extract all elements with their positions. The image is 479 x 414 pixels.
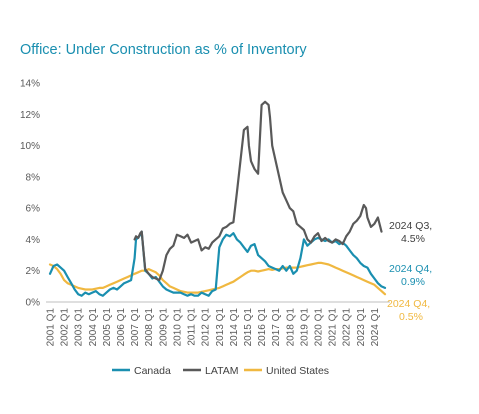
x-tick-label: 2021 Q1 xyxy=(328,308,339,347)
x-tick-label: 2019 Q1 xyxy=(299,308,310,347)
end-label-canada: 2024 Q4, 0.9% xyxy=(389,263,432,288)
x-tick-label: 2017 Q1 xyxy=(271,308,282,347)
x-tick-label: 2008 Q1 xyxy=(144,308,155,347)
x-tick-label: 2005 Q1 xyxy=(102,308,113,347)
x-tick-label: 2014 Q1 xyxy=(229,308,240,347)
y-tick-label: 2% xyxy=(26,266,41,277)
x-tick-label: 2013 Q1 xyxy=(215,308,226,347)
series-line-latam xyxy=(133,100,383,282)
y-tick-label: 8% xyxy=(26,172,41,183)
series-line-united-states xyxy=(48,261,387,296)
end-annotations: 2024 Q3, 4.5% 2024 Q4, 0.9% 2024 Q4, 0.5% xyxy=(387,220,432,323)
x-tick-label: 2020 Q1 xyxy=(314,308,325,347)
legend-label-canada: Canada xyxy=(134,365,171,377)
chart-title: Office: Under Construction as % of Inven… xyxy=(20,42,307,58)
x-tick-label: 2009 Q1 xyxy=(158,308,169,347)
legend: Canada LATAM United States xyxy=(112,365,329,377)
x-tick-label: 2006 Q1 xyxy=(116,308,127,347)
x-tick-label: 2007 Q1 xyxy=(130,308,141,347)
x-tick-label: 2002 Q1 xyxy=(60,308,71,347)
x-tick-label: 2012 Q1 xyxy=(201,308,212,347)
series-lines xyxy=(48,100,387,297)
y-tick-label: 4% xyxy=(26,235,41,246)
end-label-united-states: 2024 Q4, 0.5% xyxy=(387,298,430,323)
y-tick-label: 10% xyxy=(20,141,40,152)
legend-label-latam: LATAM xyxy=(205,365,238,377)
x-tick-label: 2016 Q1 xyxy=(257,308,268,347)
y-tick-label: 12% xyxy=(20,110,40,121)
x-tick-label: 2018 Q1 xyxy=(285,308,296,347)
x-tick-label: 2010 Q1 xyxy=(172,308,183,347)
x-tick-label: 2001 Q1 xyxy=(46,308,57,347)
x-tick-label: 2015 Q1 xyxy=(243,308,254,347)
x-tick-label: 2023 Q1 xyxy=(356,308,367,347)
x-tick-label: 2024 Q1 xyxy=(370,308,381,347)
x-tick-label: 2011 Q1 xyxy=(187,308,198,346)
legend-label-united-states: United States xyxy=(266,365,329,377)
y-tick-label: 6% xyxy=(26,204,41,215)
end-label-latam: 2024 Q3, 4.5% xyxy=(389,220,432,245)
axes: 0% 2% 4% 6% 8% 10% 12% 14% 2001 Q1 2002 Q1 2003 Q1… xyxy=(20,79,390,347)
x-tick-label: 2022 Q1 xyxy=(342,308,353,347)
y-tick-label: 14% xyxy=(20,79,40,90)
y-tick-label: 0% xyxy=(26,298,41,309)
x-tick-label: 2004 Q1 xyxy=(88,308,99,347)
x-tick-label: 2003 Q1 xyxy=(74,308,85,347)
